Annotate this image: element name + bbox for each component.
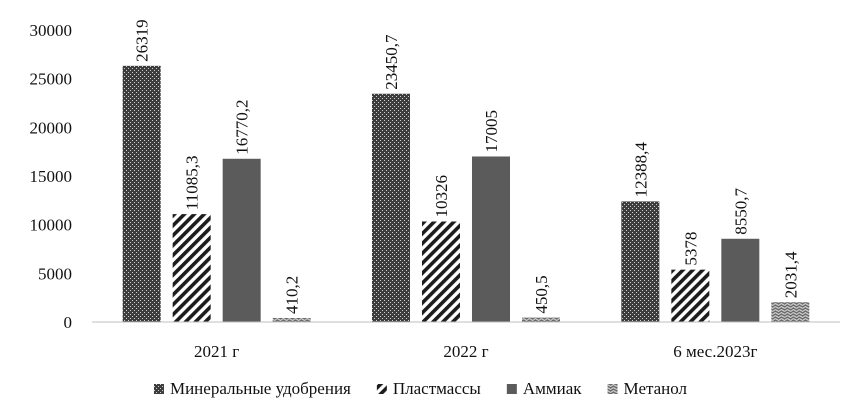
x-tick-label: 2022 г xyxy=(443,342,488,361)
bar-dots xyxy=(372,93,410,322)
legend: Минеральные удобрения Пластмассы Аммиак Мет… xyxy=(153,379,688,398)
data-label: 410,2 xyxy=(283,276,302,314)
bar-solid xyxy=(222,158,261,322)
legend-label: Минеральные удобрения xyxy=(170,379,351,398)
x-tick-label: 2021 г xyxy=(194,342,239,361)
bar-wave xyxy=(771,302,810,322)
bar-dots xyxy=(621,201,660,322)
legend-swatch xyxy=(506,384,517,394)
data-label: 450,5 xyxy=(532,275,551,313)
bar-solid xyxy=(472,156,510,322)
x-axis-tick-labels: 2021 г 2022 г 6 мес.2023г xyxy=(194,342,757,361)
data-label: 8550,7 xyxy=(731,188,750,235)
bars-group xyxy=(122,65,810,322)
y-tick-label: 30000 xyxy=(30,21,73,40)
y-tick-label: 10000 xyxy=(30,216,73,235)
y-tick-label: 0 xyxy=(64,313,73,332)
legend-label: Аммиак xyxy=(523,379,582,398)
legend-swatch xyxy=(153,384,164,394)
bar-solid xyxy=(721,238,760,322)
bar-diagonal xyxy=(422,221,460,322)
data-label: 16770,2 xyxy=(233,100,252,155)
data-label: 26319 xyxy=(133,19,152,62)
data-label: 2031,4 xyxy=(781,251,800,298)
data-label: 5378 xyxy=(681,232,700,266)
y-tick-label: 5000 xyxy=(38,264,72,283)
data-label: 17005 xyxy=(482,110,501,153)
legend-label: Пластмассы xyxy=(393,379,482,398)
y-tick-label: 20000 xyxy=(30,118,73,137)
bar-diagonal xyxy=(671,269,710,322)
bar-wave xyxy=(272,318,311,322)
data-label: 23450,7 xyxy=(382,34,401,90)
legend-label: Метанол xyxy=(624,379,688,398)
x-tick-label: 6 мес.2023г xyxy=(673,342,757,361)
y-axis-tick-labels: 0 5000 10000 15000 20000 25000 30000 xyxy=(30,21,73,332)
bar-wave xyxy=(522,317,560,322)
bar-dots xyxy=(122,65,161,322)
data-label: 11085,3 xyxy=(183,155,202,210)
bar-diagonal xyxy=(172,214,211,322)
legend-swatch xyxy=(607,384,618,394)
data-label: 10326 xyxy=(432,175,451,218)
data-label: 12388,4 xyxy=(631,142,650,198)
y-tick-label: 25000 xyxy=(30,70,73,89)
legend-swatch xyxy=(376,384,387,394)
y-tick-label: 15000 xyxy=(30,167,73,186)
data-labels-group: 26319 11085,3 16770,2 410,2 23450,7 10326 1700… xyxy=(133,19,801,314)
